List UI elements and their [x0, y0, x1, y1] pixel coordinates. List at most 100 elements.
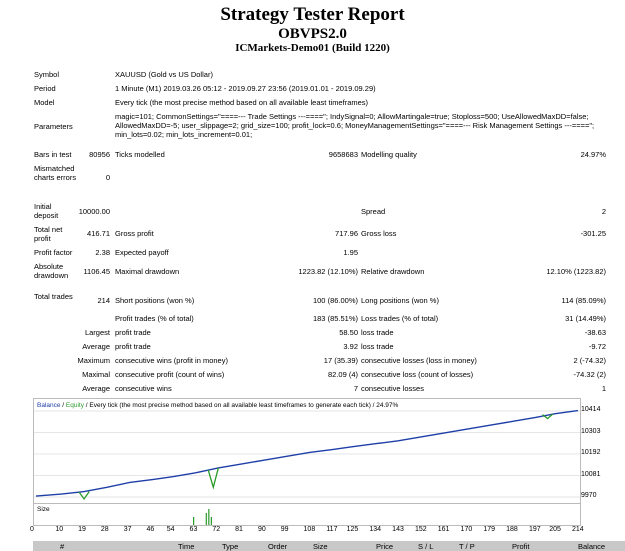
table-col-header[interactable]: #	[60, 542, 65, 551]
maxloss-label: consecutive loss (count of losses)	[361, 370, 474, 379]
x-tick-label: 179	[483, 526, 496, 533]
maximum-label: Maximum	[77, 356, 110, 365]
spread-label: Spread	[361, 207, 386, 216]
x-tick-label: 10	[55, 526, 64, 533]
table-col-header[interactable]: Size	[313, 542, 328, 551]
series-equity-dip	[207, 467, 219, 490]
grossprofit-value: 717.96	[335, 229, 358, 238]
short-label: Short positions (won %)	[115, 296, 195, 305]
largest-loss-value: -38.63	[584, 328, 606, 337]
x-tick-label: 90	[257, 526, 266, 533]
netprofit-label: Total net profit	[34, 225, 63, 243]
x-tick-label: 188	[506, 526, 518, 533]
maxdd-label: Maximal drawdown	[115, 267, 180, 276]
absdd-value: 1106.45	[83, 267, 110, 276]
avglosses-label: consecutive losses	[361, 384, 424, 393]
ticks-label: Ticks modelled	[115, 150, 165, 159]
period-label: Period	[34, 84, 56, 93]
model-value: Every tick (the most precise method base…	[115, 98, 369, 107]
quality-label: Modelling quality	[361, 150, 417, 159]
reldd-label: Relative drawdown	[361, 267, 425, 276]
x-tick-label: 72	[212, 526, 221, 533]
x-tick-label: 19	[78, 526, 86, 533]
maxlosses-value: 2 (-74.32)	[573, 356, 606, 365]
chart-plot	[34, 409, 580, 501]
deposit-value: 10000.00	[78, 207, 110, 216]
largest-label: Largest	[84, 328, 110, 337]
x-tick-label: 161	[437, 526, 450, 533]
x-tick-label: 134	[369, 526, 382, 533]
maxprofit-label: consecutive profit (count of wins)	[115, 370, 225, 379]
legend-rest: / Every tick (the most precise method ba…	[84, 402, 399, 409]
quality-value: 24.97%	[580, 150, 606, 159]
x-tick-label: 108	[303, 526, 316, 533]
x-tick-label: 197	[528, 526, 541, 533]
avg-loss-value: -9.72	[588, 342, 606, 351]
long-label: Long positions (won %)	[361, 296, 439, 305]
x-tick-label: 205	[549, 526, 561, 533]
avg-profit-value: 3.92	[343, 342, 358, 351]
payoff-value: 1.95	[343, 248, 358, 257]
params-label: Parameters	[34, 122, 73, 131]
size-bar	[208, 509, 210, 525]
bars-label: Bars in test	[34, 150, 72, 159]
maxwins-value: 17 (35.39)	[323, 356, 358, 365]
absdd-label: Absolute drawdown	[34, 262, 69, 280]
y-tick-label: 9970	[581, 492, 597, 499]
x-tick-label: 46	[146, 526, 155, 533]
deposit-label: Initial deposit	[34, 202, 59, 220]
reldd-value: 12.10% (1223.82)	[546, 267, 606, 276]
ticks-value: 9658683	[328, 150, 358, 159]
maxdd-value: 1223.82 (12.10%)	[298, 267, 358, 276]
x-tick-label: 0	[30, 526, 34, 533]
symbol-value: XAUUSD (Gold vs US Dollar)	[115, 70, 213, 79]
y-tick-label: 10414	[581, 406, 601, 413]
maximal-label: Maximal	[82, 370, 110, 379]
series-balance-line	[35, 409, 579, 497]
avg-loss-label: loss trade	[361, 342, 394, 351]
table-col-header[interactable]: Profit	[512, 542, 530, 551]
balance-chart: Balance / Equity / Every tick (the most …	[33, 398, 581, 504]
report-title: Strategy Tester Report	[220, 4, 405, 25]
table-col-header[interactable]: Type	[222, 542, 239, 551]
maxloss-value: -74.32 (2)	[573, 370, 606, 379]
x-tick-label: 54	[166, 526, 175, 533]
ltrades-value: 31 (14.49%)	[565, 314, 606, 323]
grossloss-value: -301.25	[580, 229, 606, 238]
avglosses-value: 1	[601, 384, 606, 393]
legend-equity: Equity	[65, 402, 84, 409]
trades-value: 214	[97, 296, 110, 305]
spread-value: 2	[601, 207, 606, 216]
legend-sep: /	[60, 402, 66, 409]
table-col-header[interactable]: S / L	[418, 542, 434, 551]
table-col-header[interactable]: Balance	[578, 542, 606, 551]
average-label: Average	[82, 342, 110, 351]
ptrades-label: Profit trades (% of total)	[115, 314, 194, 323]
grossprofit-label: Gross profit	[115, 229, 154, 238]
table-col-header[interactable]: Time	[178, 542, 195, 551]
x-tick-label: 63	[189, 526, 198, 533]
x-tick-label: 81	[235, 526, 243, 533]
series-equity-dip	[542, 413, 554, 420]
pf-value: 2.38	[95, 248, 110, 257]
x-tick-label: 28	[100, 526, 109, 533]
x-tick-label: 143	[392, 526, 404, 533]
maxlosses-label: consecutive losses (loss in money)	[361, 356, 477, 365]
table-col-header[interactable]: Order	[268, 542, 288, 551]
series-equity-dip	[78, 491, 90, 501]
avg-profit-label: profit trade	[115, 342, 151, 351]
mismatch-value: 0	[105, 173, 110, 182]
x-tick-label: 117	[326, 526, 338, 533]
table-col-header[interactable]: Price	[376, 542, 394, 551]
netprofit-value: 416.71	[87, 229, 110, 238]
ltrades-label: Loss trades (% of total)	[361, 314, 439, 323]
size-plot	[193, 509, 212, 525]
table-col-header[interactable]: T / P	[459, 542, 475, 551]
ea-name: OBVPS2.0	[278, 26, 347, 42]
avgwins-value: 7	[353, 384, 358, 393]
size-label: Size	[37, 506, 50, 513]
y-tick-label: 10303	[581, 427, 601, 435]
x-tick-label: 152	[414, 526, 427, 533]
x-tick-label: 99	[280, 526, 289, 533]
params-value: magic=101; CommonSettings="====--- Trade…	[115, 112, 595, 139]
